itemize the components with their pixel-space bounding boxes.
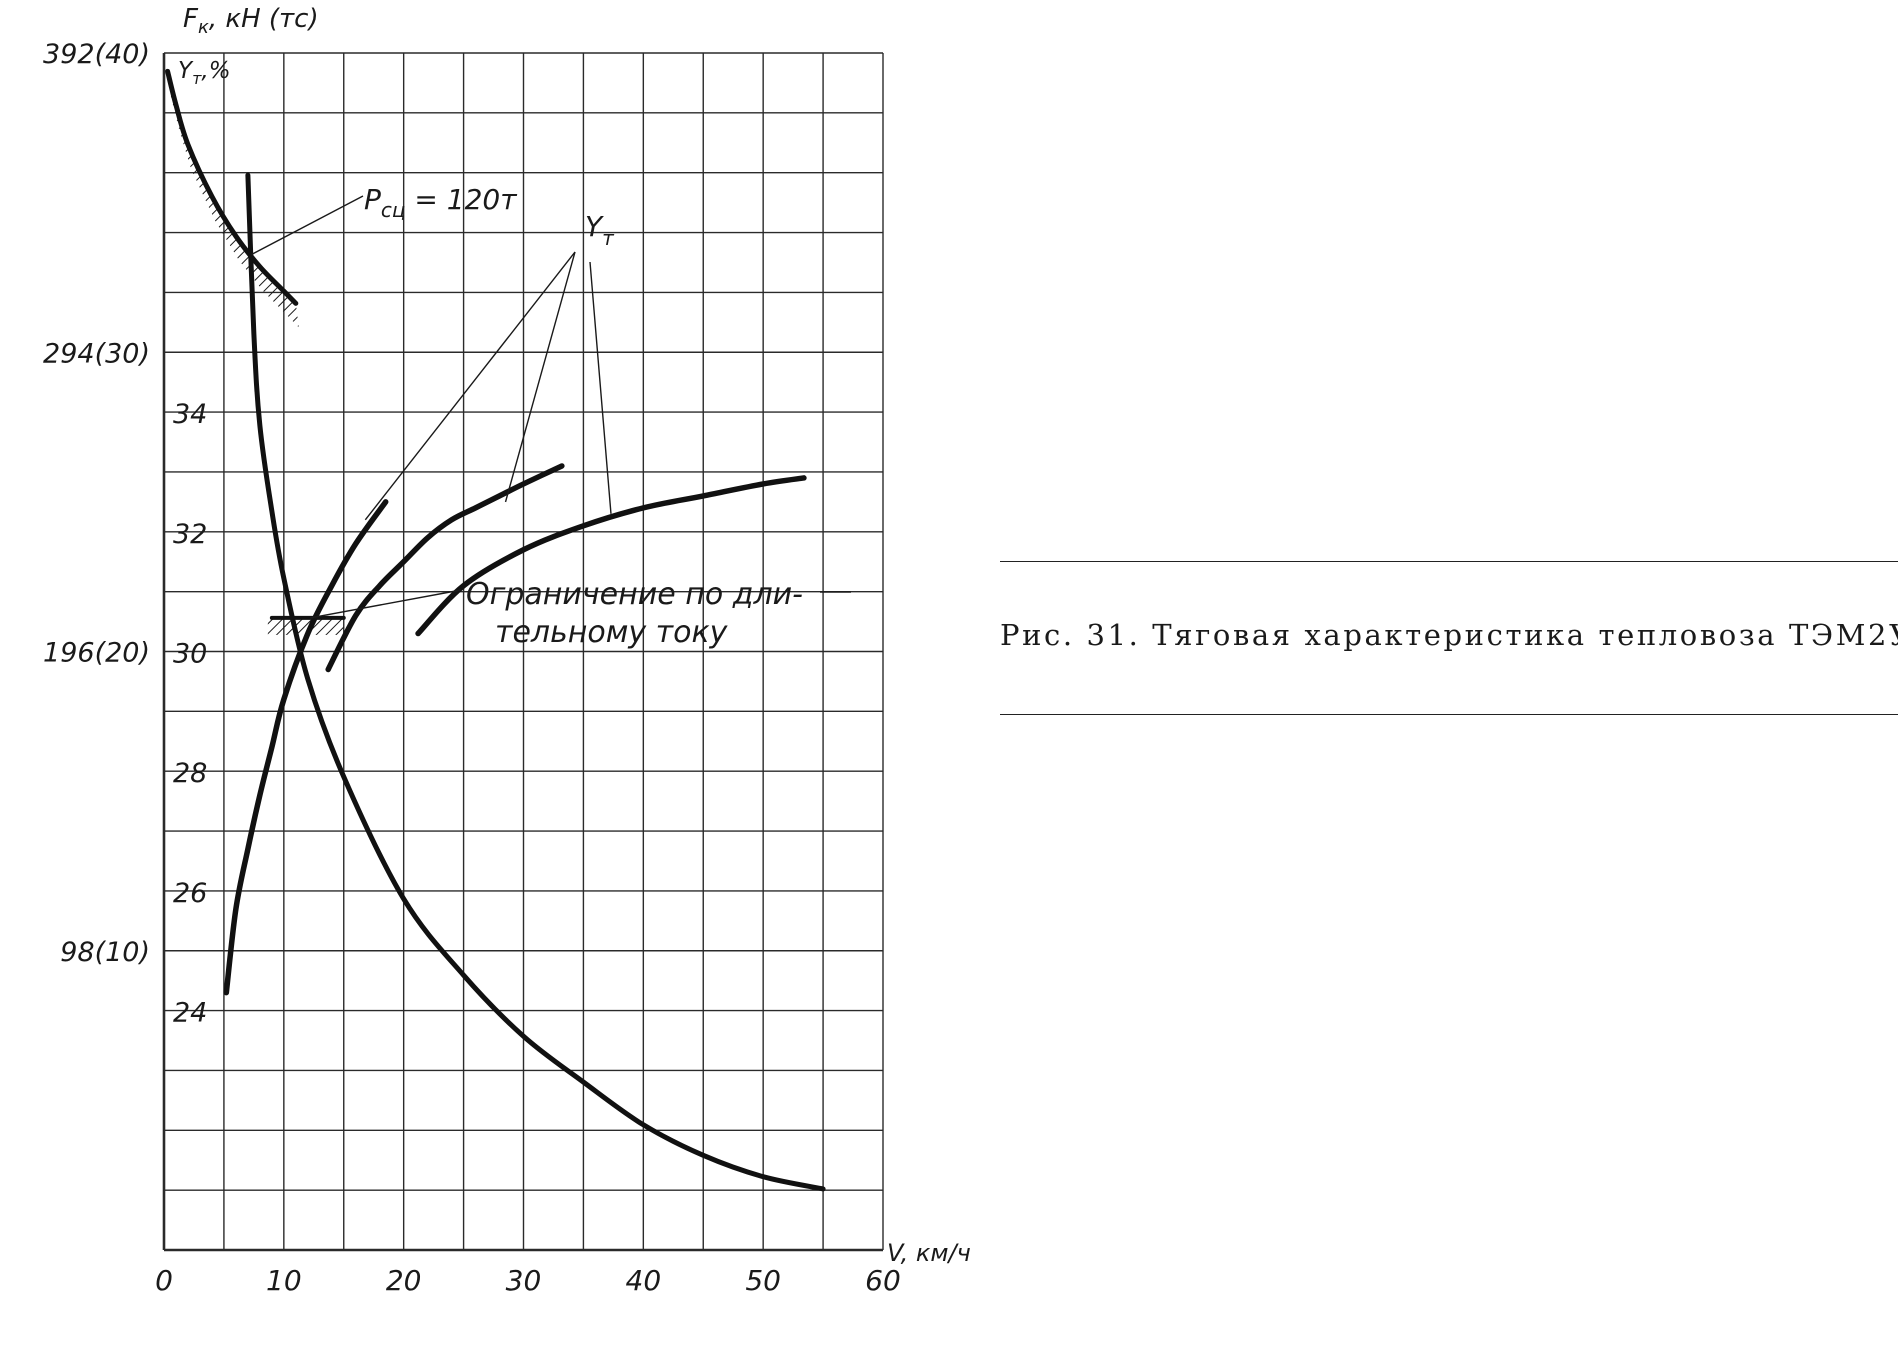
efficiency-curve-3	[415, 475, 807, 637]
current-limit-label-line2: тельному току	[495, 615, 729, 650]
efficiency-axis-label: Yт,%	[178, 58, 231, 88]
traction-force-curve	[245, 172, 826, 1192]
efficiency-tick-label: 34	[173, 399, 207, 430]
efficiency-curve-2	[325, 463, 565, 673]
efficiency-curves-label: Yт	[585, 210, 615, 250]
series-layer	[165, 68, 826, 1192]
x-tick-label: 0	[155, 1264, 173, 1297]
efficiency-tick-label: 32	[173, 519, 207, 550]
chart-grid	[162, 52, 884, 1252]
x-tick-label: 10	[266, 1264, 302, 1297]
force-tick-label: 392(40)	[43, 39, 150, 70]
force-tick-label: 98(10)	[60, 937, 150, 968]
adhesion-limit-label: Pсц = 120т	[364, 183, 517, 222]
x-tick-label: 50	[745, 1264, 781, 1297]
efficiency-tick-label: 30	[173, 639, 207, 670]
force-tick-label: 196(20)	[43, 638, 150, 669]
force-tick-label: 294(30)	[43, 338, 150, 369]
current-limit-label-line1: Ограничение по дли-	[466, 577, 803, 612]
caption-bottom-rule	[1000, 714, 1898, 715]
x-tick-label: 20	[386, 1264, 422, 1297]
x-tick-label: 40	[626, 1264, 662, 1297]
efficiency-leader-3	[589, 261, 612, 514]
current-limit-leader	[310, 589, 462, 619]
x-tick-label: 60	[865, 1264, 901, 1297]
leader-layer	[251, 195, 851, 619]
force-axis-label: Fк, кН (тс)	[183, 4, 319, 38]
figure-caption: Рис. 31. Тяговая характеристика тепловоз…	[1000, 618, 1898, 652]
efficiency-leader-2	[504, 251, 576, 503]
caption-top-rule	[1000, 561, 1898, 562]
efficiency-tick-label: 26	[173, 878, 207, 909]
x-tick-label: 30	[506, 1264, 542, 1297]
x-axis-label: V, км/ч	[887, 1239, 971, 1267]
current-limit-hatch	[267, 617, 344, 635]
efficiency-leader-1	[364, 251, 576, 521]
force-tick-labels: 98(10) 196(20) 294(30) 392(40)	[43, 39, 150, 968]
efficiency-tick-label: 28	[173, 758, 207, 789]
efficiency-curve-1	[223, 499, 389, 996]
x-tick-labels: 0 10 20 30 40 50 60	[155, 1264, 901, 1297]
adhesion-limit-hatch	[167, 71, 299, 328]
efficiency-tick-label: 24	[173, 998, 207, 1029]
hatch-layer	[167, 71, 344, 635]
efficiency-tick-labels: 24 26 28 30 32 34	[173, 399, 207, 1029]
adhesion-limit-leader	[251, 195, 364, 256]
adhesion-limit-curve	[165, 68, 299, 306]
